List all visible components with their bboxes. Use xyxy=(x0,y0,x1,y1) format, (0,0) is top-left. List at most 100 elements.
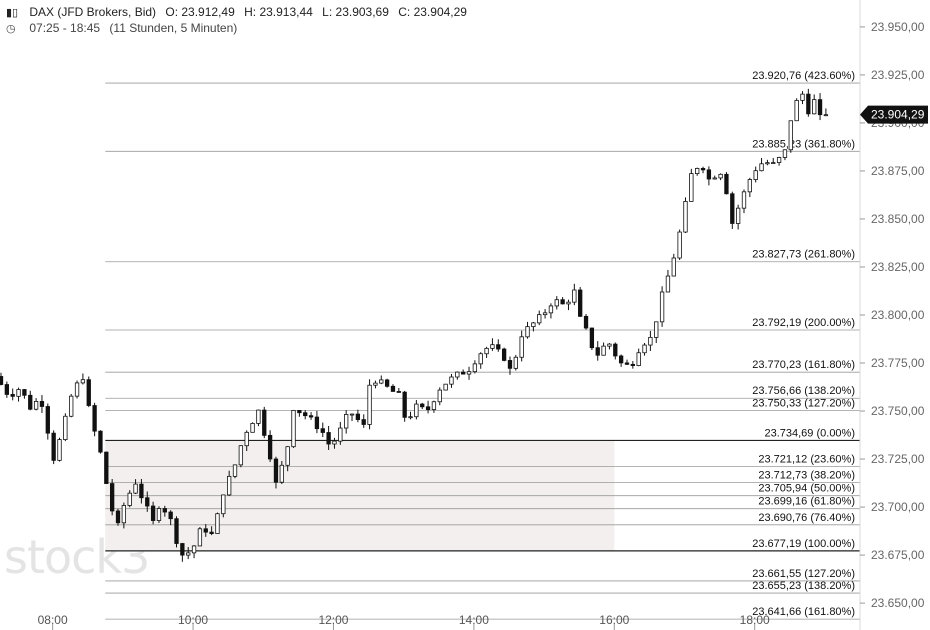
open-value: O: 23.912,49 xyxy=(165,5,235,19)
candle-body xyxy=(326,432,331,445)
candle-body xyxy=(402,391,407,418)
candle-body xyxy=(320,428,325,433)
candle-body xyxy=(367,384,372,425)
fib-level-label: 23.712,73 (38.20%) xyxy=(758,470,855,482)
candle-body xyxy=(794,99,799,122)
candle-body xyxy=(730,193,735,224)
instrument-name: DAX (JFD Brokers, Bid) xyxy=(29,5,157,19)
fib-level-label: 23.705,94 (50.00%) xyxy=(758,483,855,495)
candle-body xyxy=(823,114,829,117)
fib-level-label: 23.792,19 (200.00%) xyxy=(752,317,855,329)
candle-body xyxy=(279,464,284,483)
candle-body xyxy=(800,93,805,101)
candle-body xyxy=(607,343,612,347)
candle-body xyxy=(689,173,694,202)
fib-level-label: 23.699,16 (61.80%) xyxy=(758,496,855,508)
candle-body xyxy=(788,120,793,151)
candle-body xyxy=(127,492,132,506)
candle-body xyxy=(221,494,226,515)
candle-body xyxy=(466,371,472,375)
candle-body xyxy=(262,409,267,436)
candle-body xyxy=(753,170,758,180)
candle-body xyxy=(139,483,144,499)
y-tick-label: 23.850,00 xyxy=(871,212,925,226)
candle-body xyxy=(636,352,641,366)
candle-body xyxy=(695,168,700,175)
candle-body xyxy=(191,545,197,554)
candle-body xyxy=(51,432,56,461)
candle-body xyxy=(659,291,665,323)
candle-body xyxy=(747,179,752,193)
candle-body xyxy=(238,445,244,466)
candle-body xyxy=(80,379,86,384)
candle-body xyxy=(209,531,214,534)
candle-body xyxy=(227,475,232,496)
candle-body xyxy=(589,327,595,349)
candle-body xyxy=(478,353,483,365)
candle-body xyxy=(718,173,723,179)
candle-body xyxy=(244,431,249,447)
fib-level-label: 23.661,55 (127.20%) xyxy=(752,568,855,580)
candle-body xyxy=(455,371,460,378)
candle-body xyxy=(548,305,554,314)
candle-body xyxy=(361,419,366,425)
x-tick-label: 12:00 xyxy=(318,613,348,627)
candle-body xyxy=(186,552,191,556)
candle-body xyxy=(554,299,559,307)
candle-body xyxy=(384,379,390,387)
y-tick-label: 23.875,00 xyxy=(871,164,925,178)
candle-body xyxy=(314,416,320,430)
candle-body xyxy=(250,423,255,433)
candle-body xyxy=(396,391,401,393)
candle-body xyxy=(110,483,115,512)
candle-body xyxy=(449,376,454,385)
fib-level-label: 23.885,23 (361.80%) xyxy=(752,138,855,150)
x-tick-label: 18:00 xyxy=(740,613,770,627)
candle-body xyxy=(525,326,530,338)
fib-level-label: 23.641,66 (161.80%) xyxy=(752,606,855,618)
candle-body xyxy=(817,99,823,116)
candle-body xyxy=(22,389,27,396)
candle-body xyxy=(338,427,343,442)
candle-body xyxy=(197,528,203,547)
fib-level-label: 23.770,23 (161.80%) xyxy=(752,359,855,371)
candle-body xyxy=(537,314,542,324)
candle-body xyxy=(297,409,302,414)
candle-body xyxy=(671,257,676,277)
candle-body xyxy=(437,389,442,403)
candle-body xyxy=(232,464,238,477)
x-tick-label: 08:00 xyxy=(38,613,68,627)
candle-body xyxy=(303,412,308,417)
candle-body xyxy=(496,344,501,350)
session-time: 07:25 - 18:45 xyxy=(29,21,101,35)
candle-body xyxy=(133,483,138,494)
candle-body xyxy=(712,177,717,180)
candle-body xyxy=(291,409,296,448)
fib-level-label: 23.827,73 (261.80%) xyxy=(752,249,855,261)
candle-body xyxy=(379,379,384,384)
y-tick-label: 23.825,00 xyxy=(871,260,925,274)
candle-body xyxy=(724,173,729,195)
candle-body xyxy=(654,321,659,338)
candle-body xyxy=(431,401,437,410)
candle-body xyxy=(642,344,647,354)
candle-body xyxy=(150,505,156,521)
candle-body xyxy=(700,168,706,171)
candle-body xyxy=(74,382,80,397)
candle-body xyxy=(373,382,378,386)
candle-body xyxy=(665,275,671,293)
candle-body xyxy=(484,347,489,355)
candle-body xyxy=(735,207,741,224)
y-tick-label: 23.800,00 xyxy=(871,308,925,322)
candle-body xyxy=(203,528,208,533)
session-duration: (11 Stunden, 5 Minuten) xyxy=(109,21,238,35)
fib-level-label: 23.756,66 (138.20%) xyxy=(752,385,855,397)
chart-header-session: ◷ 07:25 - 18:45 (11 Stunden, 5 Minuten) xyxy=(6,21,243,35)
candle-body xyxy=(10,394,15,397)
fib-level-label: 23.655,23 (138.20%) xyxy=(752,580,855,592)
candle-body xyxy=(613,343,618,357)
candle-body xyxy=(560,299,565,305)
candle-body xyxy=(0,376,4,385)
candle-body xyxy=(162,508,167,513)
